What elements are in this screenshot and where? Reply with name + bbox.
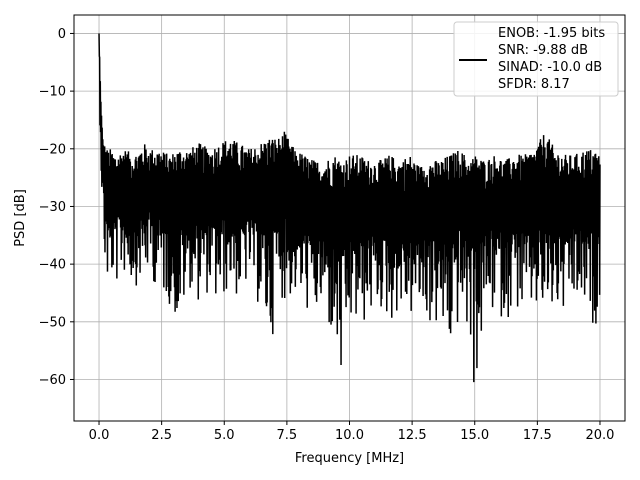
y-tick-label: −20 — [39, 142, 66, 157]
x-tick-label: 0.0 — [89, 428, 110, 443]
series-layer — [98, 33, 601, 383]
y-axis-label: PSD [dB] — [13, 189, 28, 247]
y-tick-label: −10 — [39, 85, 66, 100]
x-tick-label: 5.0 — [214, 428, 235, 443]
legend-line-sinad: SINAD: -10.0 dB — [498, 60, 602, 75]
tick-layer: 0.0 2.5 5.0 7.5 10.0 12.5 15.0 17.5 20.0 0 −10 −20 −… — [39, 27, 615, 443]
y-tick-label: 0 — [58, 27, 66, 42]
x-axis-label: Frequency [MHz] — [295, 451, 404, 466]
y-tick-label: −60 — [39, 373, 66, 388]
legend-line-sfdr: SFDR: 8.17 — [498, 77, 570, 92]
legend-box — [453, 21, 619, 97]
x-tick-label: 7.5 — [277, 428, 298, 443]
x-tick-label: 20.0 — [586, 428, 615, 443]
x-tick-label: 12.5 — [398, 428, 427, 443]
x-tick-label: 10.0 — [335, 428, 364, 443]
legend-line-snr: SNR: -9.88 dB — [498, 43, 588, 58]
legend-line-enob: ENOB: -1.95 bits — [498, 26, 605, 41]
psd-series-line — [98, 33, 601, 383]
x-tick-label: 17.5 — [523, 428, 552, 443]
legend: ENOB: -1.95 bits SNR: -9.88 dB SINAD: -1… — [453, 21, 619, 97]
y-tick-label: −50 — [39, 315, 66, 330]
x-tick-label: 15.0 — [460, 428, 489, 443]
y-tick-label: −30 — [39, 200, 66, 215]
x-tick-label: 2.5 — [151, 428, 172, 443]
y-tick-label: −40 — [39, 258, 66, 273]
